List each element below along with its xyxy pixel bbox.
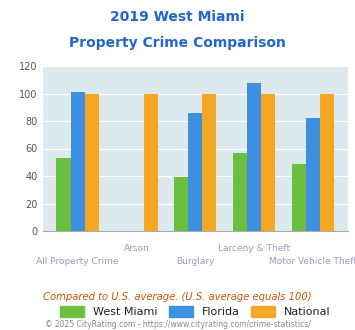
Bar xyxy=(174,178,188,231)
Bar xyxy=(306,118,320,231)
Bar xyxy=(261,93,275,231)
Text: Property Crime Comparison: Property Crime Comparison xyxy=(69,36,286,50)
Bar xyxy=(85,93,99,231)
Bar xyxy=(233,152,247,231)
Text: Motor Vehicle Theft: Motor Vehicle Theft xyxy=(269,257,355,266)
Text: Compared to U.S. average. (U.S. average equals 100): Compared to U.S. average. (U.S. average … xyxy=(43,292,312,302)
Bar xyxy=(202,93,217,231)
Bar xyxy=(71,92,85,231)
Text: 2019 West Miami: 2019 West Miami xyxy=(110,10,245,24)
Text: All Property Crime: All Property Crime xyxy=(37,257,119,266)
Text: Arson: Arson xyxy=(124,244,149,253)
Text: Larceny & Theft: Larceny & Theft xyxy=(218,244,290,253)
Text: © 2025 CityRating.com - https://www.cityrating.com/crime-statistics/: © 2025 CityRating.com - https://www.city… xyxy=(45,320,310,329)
Text: Burglary: Burglary xyxy=(176,257,214,266)
Bar xyxy=(143,93,158,231)
Bar xyxy=(292,164,306,231)
Bar xyxy=(56,158,71,231)
Bar xyxy=(320,93,334,231)
Bar xyxy=(188,113,202,231)
Bar xyxy=(247,82,261,231)
Legend: West Miami, Florida, National: West Miami, Florida, National xyxy=(60,306,331,317)
